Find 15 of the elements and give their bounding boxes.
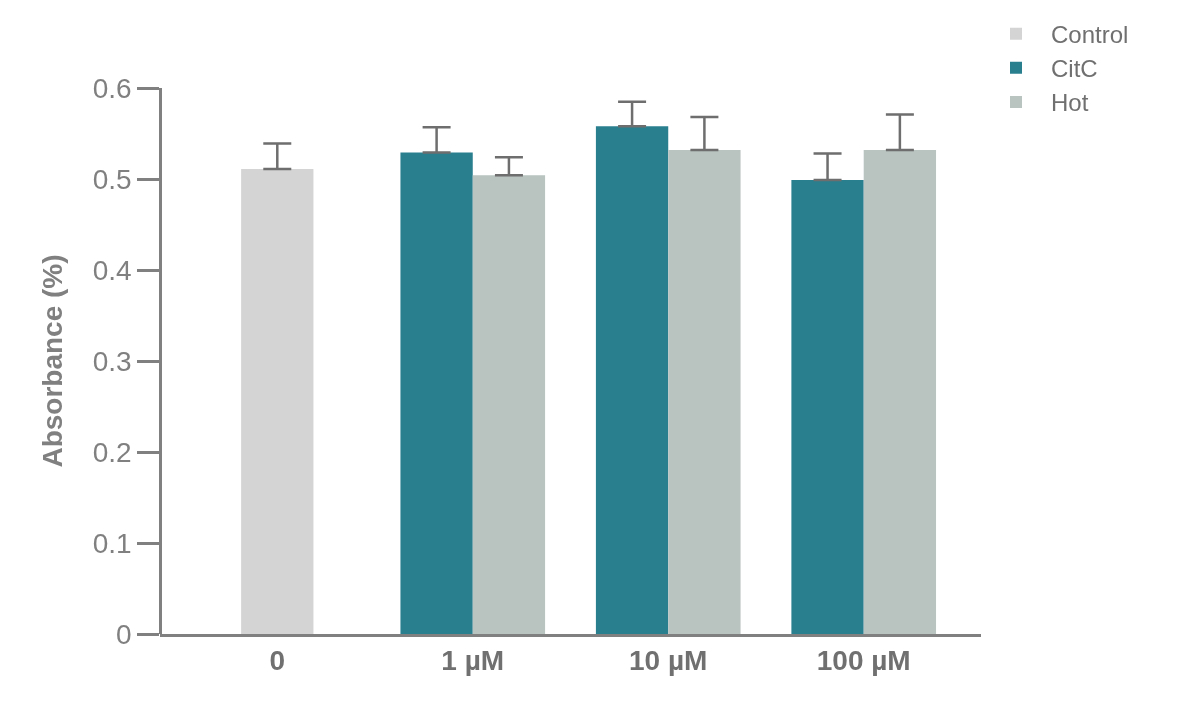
x-tick-label: 0	[269, 645, 286, 677]
y-tick-label: 0.5	[92, 163, 132, 195]
y-tick-label: 0.4	[92, 254, 132, 286]
x-tick-label: 100 µM	[816, 645, 911, 677]
y-tick-label: 0	[116, 618, 132, 650]
y-tick-label: 0.3	[92, 345, 132, 377]
x-tick-label: 10 µM	[629, 645, 708, 677]
y-tick-label: 0.1	[92, 527, 132, 559]
legend-label: Control	[1051, 21, 1129, 49]
y-axis-title: Absorbance (%)	[37, 254, 69, 468]
x-tick-label: 1 µM	[441, 645, 505, 677]
y-tick-label: 0.2	[92, 436, 132, 468]
y-tick-label: 0.6	[92, 72, 132, 104]
legend-label: Hot	[1051, 89, 1089, 117]
legend-label: CitC	[1051, 55, 1098, 83]
